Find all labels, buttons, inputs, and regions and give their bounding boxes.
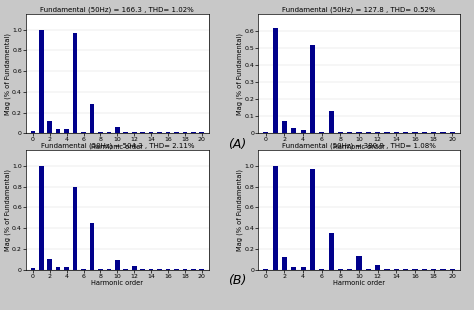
Title: Fundamental (50Hz) = 380.9 , THD= 1.08%: Fundamental (50Hz) = 380.9 , THD= 1.08% (282, 143, 436, 149)
Bar (174, 132, 179, 133)
Bar (291, 128, 296, 133)
Bar (375, 131, 380, 133)
Y-axis label: Mag (% of Fundamental): Mag (% of Fundamental) (4, 33, 10, 115)
Bar (338, 269, 343, 270)
Bar (263, 131, 268, 133)
Bar (81, 269, 86, 270)
Bar (338, 131, 343, 133)
Bar (319, 131, 324, 133)
Bar (394, 131, 399, 133)
Text: (B): (B) (228, 274, 246, 287)
Bar (356, 131, 362, 133)
Bar (132, 132, 137, 133)
Bar (174, 269, 179, 270)
Bar (310, 169, 315, 270)
Bar (375, 264, 380, 270)
Bar (191, 269, 196, 270)
Bar (328, 111, 334, 133)
Bar (39, 166, 44, 270)
Bar (64, 267, 69, 270)
Bar (115, 127, 119, 133)
Bar (56, 129, 61, 133)
Bar (328, 233, 334, 270)
X-axis label: Harmonic order: Harmonic order (333, 280, 385, 286)
Y-axis label: Mag (% of Fundamental): Mag (% of Fundamental) (4, 169, 10, 251)
Bar (366, 269, 371, 270)
Bar (47, 121, 52, 133)
X-axis label: Harmonic order: Harmonic order (91, 280, 143, 286)
Bar (422, 269, 427, 270)
Bar (200, 269, 204, 270)
Bar (98, 132, 103, 133)
Bar (366, 131, 371, 133)
Bar (403, 131, 408, 133)
Bar (81, 132, 86, 133)
Bar (140, 269, 145, 270)
Bar (90, 104, 94, 133)
Bar (64, 129, 69, 133)
Bar (30, 131, 35, 133)
Bar (310, 45, 315, 133)
Bar (301, 267, 306, 270)
Bar (450, 131, 455, 133)
Bar (347, 269, 352, 270)
Bar (394, 269, 399, 270)
Bar (140, 132, 145, 133)
Bar (157, 269, 162, 270)
Y-axis label: Mag (% of Fundamental): Mag (% of Fundamental) (237, 33, 243, 115)
Bar (291, 267, 296, 270)
Bar (182, 269, 187, 270)
Bar (182, 132, 187, 133)
Bar (107, 132, 111, 133)
Bar (56, 267, 61, 270)
Bar (73, 33, 77, 133)
Bar (90, 223, 94, 270)
Bar (30, 268, 35, 270)
Bar (356, 256, 362, 270)
Bar (384, 269, 390, 270)
Text: (A): (A) (228, 138, 246, 151)
X-axis label: Harmonic order: Harmonic order (333, 144, 385, 150)
Bar (157, 132, 162, 133)
Bar (191, 132, 196, 133)
Bar (422, 131, 427, 133)
Bar (282, 122, 287, 133)
Bar (301, 130, 306, 133)
Bar (273, 28, 278, 133)
Y-axis label: Mag (% of Fundamental): Mag (% of Fundamental) (237, 169, 243, 251)
Bar (166, 132, 170, 133)
Bar (200, 132, 204, 133)
Bar (440, 269, 446, 270)
Bar (403, 269, 408, 270)
Bar (450, 269, 455, 270)
Bar (73, 187, 77, 270)
Bar (384, 131, 390, 133)
Bar (123, 132, 128, 133)
Bar (263, 269, 268, 270)
Bar (282, 257, 287, 270)
Bar (123, 269, 128, 270)
Bar (166, 269, 170, 270)
Bar (39, 29, 44, 133)
Title: Fundamental (50Hz) = 166.3 , THD= 1.02%: Fundamental (50Hz) = 166.3 , THD= 1.02% (40, 6, 194, 13)
Bar (431, 131, 436, 133)
Bar (115, 260, 119, 270)
Bar (347, 131, 352, 133)
Bar (412, 269, 418, 270)
Bar (107, 269, 111, 270)
Bar (47, 259, 52, 270)
Bar (412, 131, 418, 133)
Bar (273, 166, 278, 270)
Bar (132, 266, 137, 270)
Bar (149, 269, 154, 270)
X-axis label: Harmonic order: Harmonic order (91, 144, 143, 150)
Bar (149, 132, 154, 133)
Bar (98, 269, 103, 270)
Title: Fundamental (50Hz) = 127.8 , THD= 0.52%: Fundamental (50Hz) = 127.8 , THD= 0.52% (283, 6, 436, 13)
Bar (319, 269, 324, 270)
Bar (431, 269, 436, 270)
Bar (440, 131, 446, 133)
Title: Fundamental (50Hz) = 504.3 , THD= 2.11%: Fundamental (50Hz) = 504.3 , THD= 2.11% (41, 143, 194, 149)
